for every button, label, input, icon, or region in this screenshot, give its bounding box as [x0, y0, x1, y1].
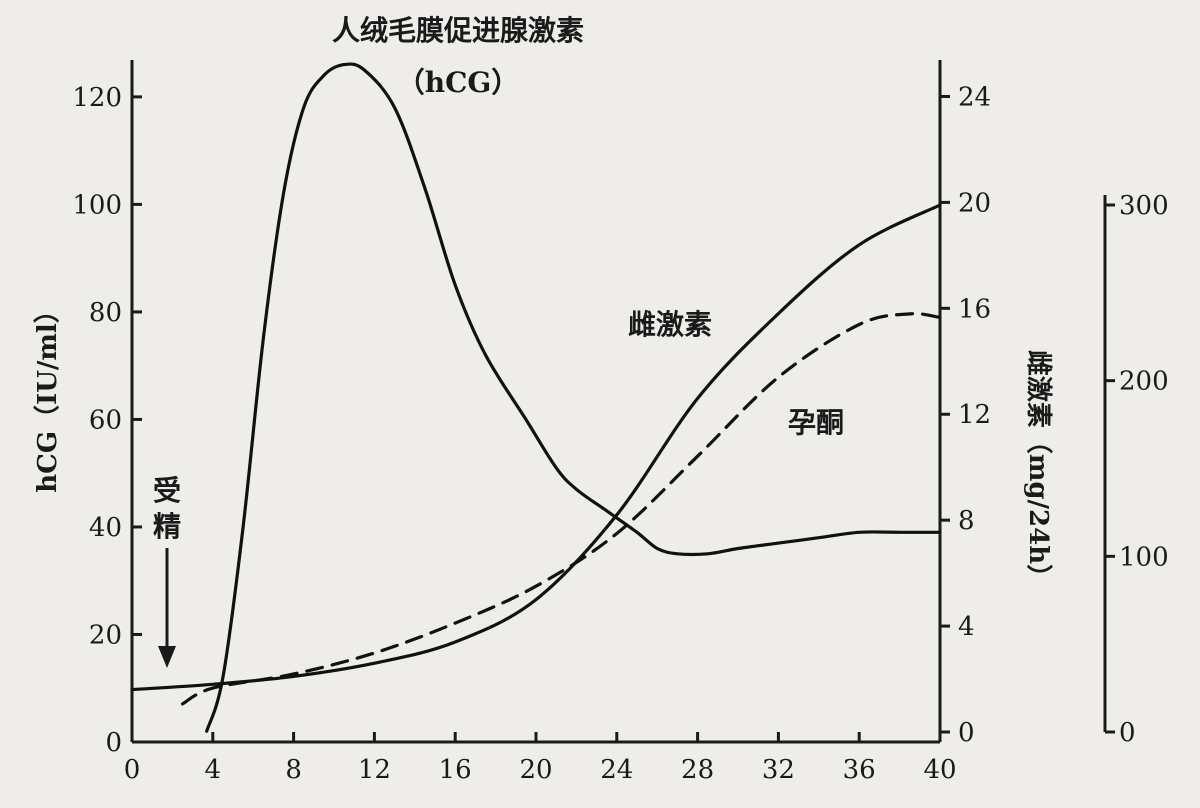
progesterone-y-tick-label: 100 — [1119, 542, 1169, 572]
left-y-axis-title: hCG（IU/ml） — [33, 297, 63, 493]
right-y-tick-label: 24 — [958, 82, 991, 112]
progesterone-y-tick-label: 0 — [1119, 718, 1136, 748]
left-y-tick-label: 120 — [72, 83, 122, 113]
progesterone-y-tick-label: 300 — [1119, 191, 1169, 221]
x-tick-label: 16 — [439, 755, 472, 785]
fertilization-label: 受 — [153, 474, 181, 507]
x-tick-label: 28 — [681, 755, 714, 785]
hcg-curve-label-abbrev: （hCG） — [397, 66, 520, 99]
right-y-axis-title: 雌激素（mg/24h） — [1023, 350, 1054, 590]
right-y-tick-label: 8 — [958, 506, 975, 536]
left-y-tick-label: 100 — [72, 190, 122, 220]
left-y-tick-label: 0 — [105, 728, 122, 758]
hcg-curve-label: 人绒毛膜促进腺激素 — [332, 14, 584, 47]
x-tick-label: 40 — [923, 755, 956, 785]
x-tick-label: 32 — [762, 755, 795, 785]
progesterone-curve-label: 孕酮 — [788, 406, 844, 439]
progesterone-y-tick-label: 200 — [1119, 367, 1169, 397]
x-tick-label: 20 — [519, 755, 552, 785]
left-y-tick-label: 20 — [89, 620, 122, 650]
estrogen-curve-label: 雌激素 — [628, 308, 712, 341]
x-tick-label: 4 — [205, 755, 222, 785]
left-y-tick-label: 40 — [89, 513, 122, 543]
x-tick-label: 0 — [124, 755, 141, 785]
x-tick-label: 24 — [600, 755, 633, 785]
x-tick-label: 12 — [358, 755, 391, 785]
x-tick-label: 8 — [285, 755, 302, 785]
right-y-tick-label: 0 — [958, 718, 975, 748]
left-y-tick-label: 60 — [89, 405, 122, 435]
right-y-tick-label: 16 — [958, 294, 991, 324]
left-y-tick-label: 80 — [89, 298, 122, 328]
x-tick-label: 36 — [843, 755, 876, 785]
fertilization-arrow-head — [158, 646, 176, 668]
right-y-tick-label: 12 — [958, 400, 991, 430]
series-line-progesterone — [180, 312, 942, 706]
fertilization-label: 精 — [153, 510, 181, 543]
series-line-hcg — [205, 62, 942, 733]
right-y-tick-label: 4 — [958, 612, 975, 642]
right-y-tick-label: 20 — [958, 188, 991, 218]
